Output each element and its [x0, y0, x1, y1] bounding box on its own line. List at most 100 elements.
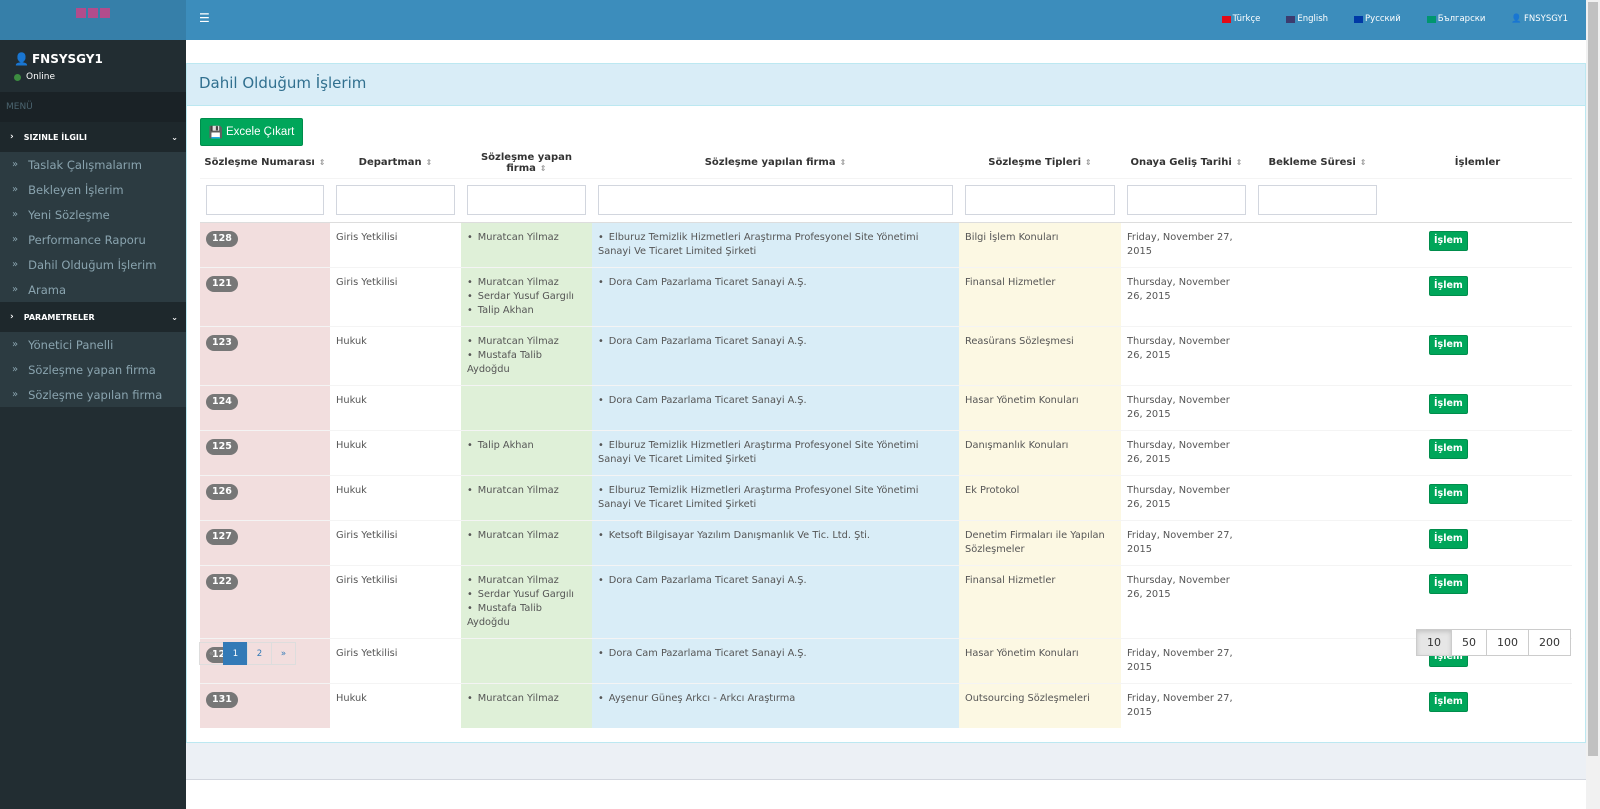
column-header[interactable]: Onaya Geliş Tarihi ⇕ — [1121, 148, 1252, 179]
language-link[interactable]: Български — [1426, 14, 1485, 24]
sidebar-item[interactable]: » Dahil Olduğum İşlerim — [0, 252, 186, 277]
flag-icon — [1426, 15, 1436, 23]
waiting-time-cell — [1252, 325, 1383, 385]
page-size-option[interactable]: 10 — [1416, 629, 1452, 656]
sidebar-item[interactable]: » Sözleşme yapılan firma — [0, 382, 186, 407]
sidebar-item[interactable]: » Yönetici Panelli — [0, 332, 186, 357]
list-item: Serdar Yusuf Gargılı — [467, 290, 586, 304]
language-label: Русский — [1365, 14, 1401, 24]
column-header[interactable]: Departman ⇕ — [330, 148, 461, 179]
sidebar-section-1[interactable]: › PARAMETRELER ⌄ — [0, 302, 186, 332]
logo[interactable] — [76, 8, 110, 18]
sort-icon[interactable]: ⇕ — [1235, 158, 1243, 168]
list-item: Dora Cam Pazarlama Ticaret Sanayi A.Ş. — [598, 335, 953, 349]
sidebar-item[interactable]: » Arama — [0, 277, 186, 302]
sidebar-section-0[interactable]: › SIZINLE İLGILI ⌄ — [0, 122, 186, 152]
contract-number-badge: 131 — [206, 691, 238, 708]
page-size-option[interactable]: 100 — [1486, 629, 1529, 656]
approval-date-cell: Thursday, November 26, 2015 — [1121, 266, 1252, 326]
footer — [186, 779, 1586, 809]
contract-type-cell: Hasar Yönetim Konuları — [959, 637, 1121, 683]
column-filter-input[interactable] — [336, 185, 455, 215]
sidebar-item[interactable]: » Sözleşme yapan firma — [0, 357, 186, 382]
islem-button[interactable]: İşlem — [1429, 393, 1468, 414]
double-chevron-right-icon: » — [12, 209, 19, 220]
sidebar-item[interactable]: » Taslak Çalışmalarım — [0, 152, 186, 177]
sidebar-item[interactable]: » Yeni Sözleşme — [0, 202, 186, 227]
contracted-company-cell: Dora Cam Pazarlama Ticaret Sanayi A.Ş. — [592, 384, 959, 430]
contracted-company-cell: Dora Cam Pazarlama Ticaret Sanayi A.Ş. — [592, 325, 959, 385]
language-switcher: Türkçe English Русский Български 👤 FNSYSGY1 — [1221, 14, 1568, 24]
sort-icon[interactable]: ⇕ — [318, 158, 326, 168]
contracted-company-list: Dora Cam Pazarlama Ticaret Sanayi A.Ş. — [598, 335, 953, 349]
sort-icon[interactable]: ⇕ — [1085, 158, 1092, 168]
user-menu[interactable]: 👤 FNSYSGY1 — [1511, 14, 1568, 24]
sort-icon[interactable]: ⇕ — [539, 163, 547, 173]
page-size-option[interactable]: 200 — [1528, 629, 1571, 656]
sort-icon[interactable]: ⇕ — [1359, 158, 1367, 168]
islem-button[interactable]: İşlem — [1429, 275, 1468, 296]
list-item: Muratcan Yilmaz — [467, 231, 586, 245]
contracting-company-list: Muratcan Yilmaz — [467, 529, 586, 543]
islem-button[interactable]: İşlem — [1429, 230, 1468, 251]
content-top-strip — [186, 40, 1586, 64]
department-cell: Giris Yetkilisi — [330, 564, 461, 638]
contracting-company-list: Muratcan YilmazSerdar Yusuf GargılıMusta… — [467, 574, 586, 630]
actions-cell: İşlem — [1383, 384, 1572, 430]
sidebar-item[interactable]: » Performance Raporu — [0, 227, 186, 252]
page-button[interactable]: 2 — [247, 642, 272, 665]
double-chevron-right-icon: » — [12, 339, 19, 350]
contract-number-cell: 131 — [200, 682, 330, 728]
sort-icon[interactable]: ⇕ — [839, 158, 847, 168]
column-filter-input[interactable] — [598, 185, 953, 215]
contracting-company-cell — [461, 384, 592, 430]
table-row: 131 Hukuk Muratcan Yilmaz Ayşenur Güneş Ark… — [200, 682, 1572, 728]
sort-icon[interactable]: ⇕ — [425, 158, 433, 168]
next-page-button[interactable]: » — [271, 642, 296, 665]
menu-toggle-icon[interactable]: ☰ — [199, 11, 210, 25]
scrollbar[interactable] — [1586, 0, 1600, 809]
column-header[interactable]: Sözleşme yapan firma ⇕ — [461, 148, 592, 179]
contracting-company-cell — [461, 637, 592, 683]
flag-icon — [1221, 15, 1231, 23]
column-filter-input[interactable] — [206, 185, 324, 215]
waiting-time-cell — [1252, 564, 1383, 638]
language-link[interactable]: English — [1286, 14, 1328, 24]
column-filter-input[interactable] — [1258, 185, 1377, 215]
contract-type-cell: Outsourcing Sözleşmeleri — [959, 682, 1121, 728]
islem-button[interactable]: İşlem — [1429, 573, 1468, 594]
contracted-company-list: Dora Cam Pazarlama Ticaret Sanayi A.Ş. — [598, 574, 953, 588]
contract-number-badge: 121 — [206, 275, 238, 292]
scrollbar-thumb[interactable] — [1588, 2, 1598, 756]
contract-number-cell: 129 — [200, 637, 330, 683]
prev-page-button[interactable]: « — [199, 642, 224, 665]
sidebar-item[interactable]: » Bekleyen İşlerim — [0, 177, 186, 202]
list-item: Dora Cam Pazarlama Ticaret Sanayi A.Ş. — [598, 647, 953, 661]
contracted-company-list: Dora Cam Pazarlama Ticaret Sanayi A.Ş. — [598, 394, 953, 408]
export-excel-button[interactable]: 💾 Excele Çıkart — [200, 118, 303, 146]
islem-button[interactable]: İşlem — [1429, 691, 1468, 712]
list-item: Serdar Yusuf Gargılı — [467, 588, 586, 602]
column-header[interactable]: Bekleme Süresi ⇕ — [1252, 148, 1383, 179]
language-link[interactable]: Türkçe — [1221, 14, 1261, 24]
language-label: Türkçe — [1232, 14, 1261, 24]
column-filter-input[interactable] — [1127, 185, 1246, 215]
page-size-option[interactable]: 50 — [1451, 629, 1487, 656]
column-header[interactable]: Sözleşme Numarası ⇕ — [200, 148, 330, 179]
islem-button[interactable]: İşlem — [1429, 334, 1468, 355]
column-header[interactable]: Sözleşme Tipleri ⇕ — [959, 148, 1121, 179]
list-item: Muratcan Yilmaz — [467, 484, 586, 498]
page-button[interactable]: 1 — [223, 642, 248, 665]
column-filter-input[interactable] — [467, 185, 586, 215]
islem-button[interactable]: İşlem — [1429, 483, 1468, 504]
column-header[interactable]: Sözleşme yapılan firma ⇕ — [592, 148, 959, 179]
contract-type-cell: Ek Protokol — [959, 474, 1121, 520]
language-link[interactable]: Русский — [1354, 14, 1401, 24]
islem-button[interactable]: İşlem — [1429, 438, 1468, 459]
user-name: FNSYSGY1 — [31, 52, 103, 66]
waiting-time-cell — [1252, 474, 1383, 520]
page-title: Dahil Olduğum İşlerim — [199, 74, 367, 92]
column-filter-input[interactable] — [965, 185, 1115, 215]
islem-button[interactable]: İşlem — [1429, 528, 1468, 549]
actions-cell: İşlem — [1383, 682, 1572, 728]
